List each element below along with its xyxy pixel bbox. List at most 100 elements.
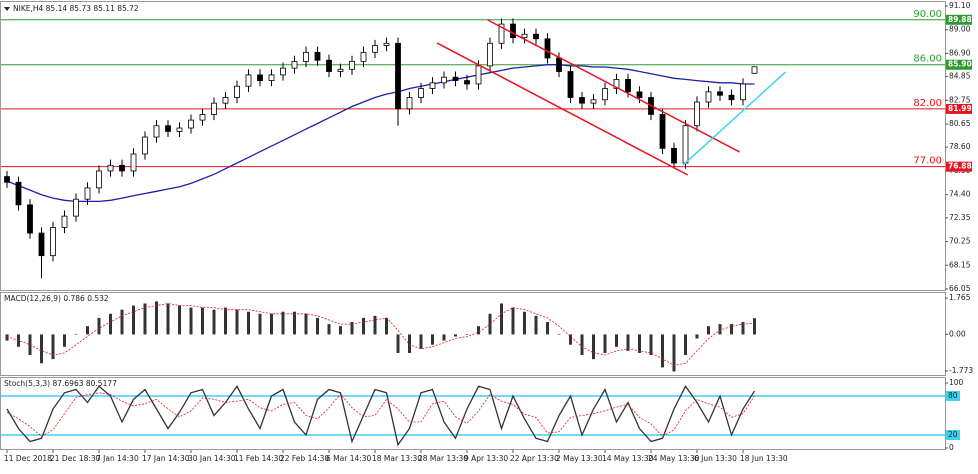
macd-bar [511, 307, 515, 335]
y-tick-label: 70.25 [949, 237, 971, 246]
macd-bar [270, 313, 273, 335]
level-tag-box [946, 59, 972, 70]
stoch-panel [0, 377, 946, 450]
candle-body [728, 94, 735, 101]
macd-bar [396, 334, 400, 353]
candle-body [613, 79, 620, 89]
macd-bar [569, 334, 572, 345]
candle-body [533, 33, 539, 40]
macd-bar [684, 334, 687, 356]
y-tick-label: 91.10 [949, 1, 971, 10]
macd-bar [155, 301, 158, 335]
level-label: 90.00 [913, 9, 942, 20]
candle-body [475, 65, 482, 85]
candle-body [590, 99, 597, 104]
macd-bar [753, 318, 756, 335]
macd-bar [442, 334, 446, 341]
macd-bar [488, 313, 492, 335]
candle-body [740, 83, 746, 101]
candle-body [659, 114, 666, 149]
macd-bar [235, 309, 239, 335]
candle-body [15, 181, 22, 206]
macd-bar [178, 305, 181, 335]
macd-bar [534, 315, 538, 335]
y-tick-label: 0.00 [949, 329, 966, 338]
moving-average [6, 64, 755, 203]
candle-body [142, 136, 148, 155]
candle-body [222, 97, 229, 104]
level-tag-box [946, 103, 972, 114]
level-tag: 81.99 [948, 104, 972, 113]
candle-body [165, 125, 171, 132]
signal-line [6, 303, 755, 366]
x-tick-label: 7 Jan 14:30 [96, 454, 139, 463]
macd-bar [385, 317, 388, 335]
candle-body [27, 204, 33, 234]
macd-bar [327, 324, 331, 335]
level-label: 82.00 [913, 98, 942, 109]
stoch-line [6, 392, 755, 437]
macd-bar [224, 307, 227, 335]
candle-body [682, 125, 689, 164]
x-tick-label: 24 May 13:30 [648, 454, 700, 463]
macd-bar [672, 334, 676, 372]
macd-bar [649, 334, 653, 356]
x-tick-label: 9 Apr 13:30 [464, 454, 508, 463]
macd-bar [281, 311, 285, 335]
candle-body [176, 127, 183, 132]
level-tag: 80 [948, 391, 958, 400]
candle-body [280, 67, 286, 76]
chart-title: NIKE,H4 85.14 85.73 85.11 85.72 [13, 4, 139, 13]
level-tag-box [946, 161, 972, 172]
x-tick-label: 18 Jun 13:30 [740, 454, 788, 463]
candle-body [441, 76, 447, 84]
candle-body [395, 42, 401, 110]
y-tick-label: 82.75 [949, 95, 971, 104]
candle-body [268, 74, 275, 81]
macd-bar [247, 311, 250, 335]
candle-body [694, 101, 700, 127]
y-tick-label: 1.765 [949, 293, 971, 302]
y-tick-label: 72.35 [949, 213, 971, 222]
y-tick-label: 100 [949, 378, 964, 387]
macd-bar [741, 322, 745, 335]
candle-body [372, 45, 378, 53]
level-label: 77.00 [913, 156, 942, 167]
macd-bar [580, 334, 584, 356]
candle-body [567, 71, 574, 98]
candle-body [291, 60, 298, 69]
macd-bar [51, 334, 55, 360]
candle-body [602, 88, 608, 101]
x-tick-label: 30 Jan 14:30 [188, 454, 236, 463]
x-tick-label: 14 May 13:30 [602, 454, 654, 463]
y-tick-label: 89.00 [949, 25, 971, 34]
candle-body [314, 51, 321, 61]
y-tick-label: -1.773 [949, 366, 973, 375]
y-tick-label: 66.05 [949, 284, 971, 293]
x-tick-label: 28 Mar 13:30 [418, 454, 468, 463]
y-tick-label: 86.90 [949, 48, 971, 57]
macd-bar [132, 305, 135, 335]
candle-body [406, 97, 413, 110]
candle-body [188, 119, 194, 129]
candle-body [257, 74, 263, 81]
macd-bar [350, 322, 354, 335]
candle-body [452, 76, 459, 81]
x-tick-label: 21 Dec 18:30 [50, 454, 101, 463]
x-tick-label: 22 Apr 13:30 [510, 454, 559, 463]
candle-body [544, 38, 551, 59]
macd-bar [28, 334, 32, 356]
macd-title: MACD(12,26,9) 0.786 0.532 [4, 294, 109, 303]
symbol-menu-icon[interactable] [4, 7, 10, 11]
macd-bar [465, 334, 469, 335]
y-tick-label: 0 [949, 443, 954, 452]
candle-body [360, 51, 367, 62]
level-tag-box [946, 430, 960, 440]
candle-body [153, 125, 160, 138]
stoch-title: Stoch(5,3,3) 87.6963 80.5177 [4, 379, 117, 388]
macd-bar [40, 334, 43, 364]
candle-body [107, 164, 114, 172]
candle-body [487, 42, 493, 67]
level-tag-box [946, 391, 960, 401]
